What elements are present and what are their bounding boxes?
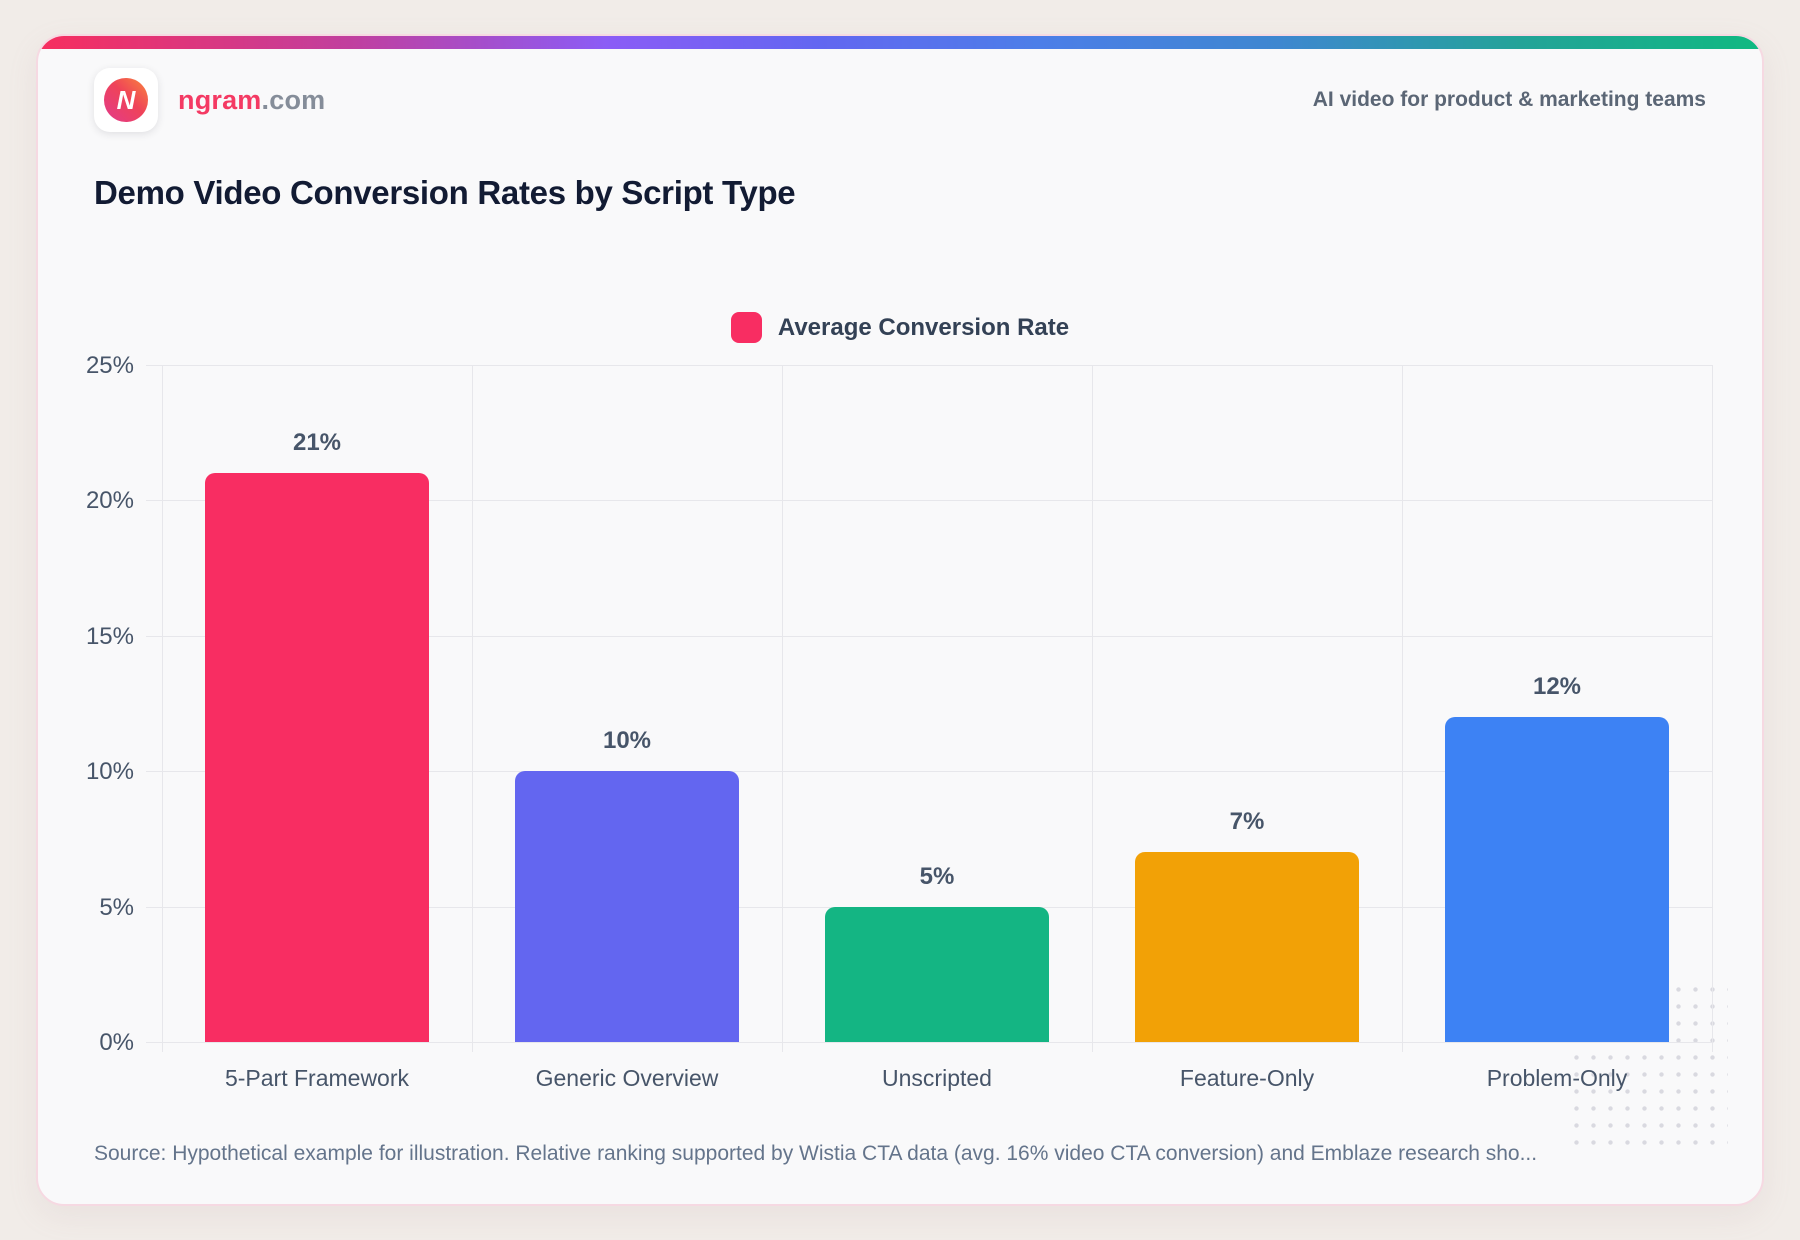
bar-value-label: 12% [1532,673,1582,701]
gridline-vertical [162,365,163,1052]
y-tick-label: 15% [85,622,134,650]
legend-label: Average Conversion Rate [777,313,1070,341]
y-tick-label: 20% [85,487,134,515]
x-category-label: 5-Part Framework [224,1065,410,1091]
gridline-vertical [472,365,473,1052]
gridline-horizontal [146,365,1712,366]
x-category-label: Unscripted [882,1065,992,1091]
bar-value-label: 21% [292,429,342,457]
bar-value-label: 7% [1229,808,1265,836]
bar-feature-only [1135,852,1359,1042]
brand-tld: .com [261,84,326,115]
y-tick-label: 0% [99,1029,134,1056]
bar-value-label: 10% [602,727,652,755]
gridline-horizontal [146,500,1712,502]
source-note: Source: Hypothetical example for illustr… [94,1142,1538,1165]
brand-wordmark: ngram.com [178,85,325,116]
chart-legend: Average Conversion Rate [38,312,1762,343]
gridline-horizontal [146,771,1712,773]
y-tick-label: 25% [85,352,134,379]
brand: N ngram.com [94,68,325,132]
x-category-label: Generic Overview [535,1065,719,1091]
gridline-vertical [1402,365,1403,1052]
x-category-label: Problem-Only [1486,1065,1628,1091]
bar-chart-plot: 0% 5% 10% 15% 20% 25% 21% 5-Part Framework 10% Ge… [86,352,1713,1091]
bar-generic-overview [515,771,739,1042]
gridline-vertical [1092,365,1093,1052]
bar-value-label: 5% [919,862,955,890]
gridline-vertical [1712,365,1713,1052]
header-tagline: AI video for product & marketing teams [1312,88,1706,111]
chart-card: N ngram.com AI video for product & marke… [36,34,1764,1206]
svg-text:N: N [117,85,137,115]
x-category-label: Feature-Only [1179,1065,1315,1091]
y-tick-label: 5% [99,893,134,921]
ngram-logo-icon: N [94,68,158,132]
card-header: N ngram.com AI video for product & marke… [94,68,1706,132]
chart-title: Demo Video Conversion Rates by Script Ty… [94,174,796,211]
top-accent-gradient [38,36,1762,49]
legend-swatch [730,312,762,343]
gridline-horizontal [146,1042,1712,1043]
bar-unscripted [825,906,1049,1042]
brand-name: ngram [178,84,262,115]
y-tick-label: 10% [85,758,134,786]
gridline-horizontal [146,635,1712,637]
gridline-vertical [782,365,783,1052]
bar-5-part-framework [205,473,429,1042]
bar-problem-only [1445,717,1669,1042]
